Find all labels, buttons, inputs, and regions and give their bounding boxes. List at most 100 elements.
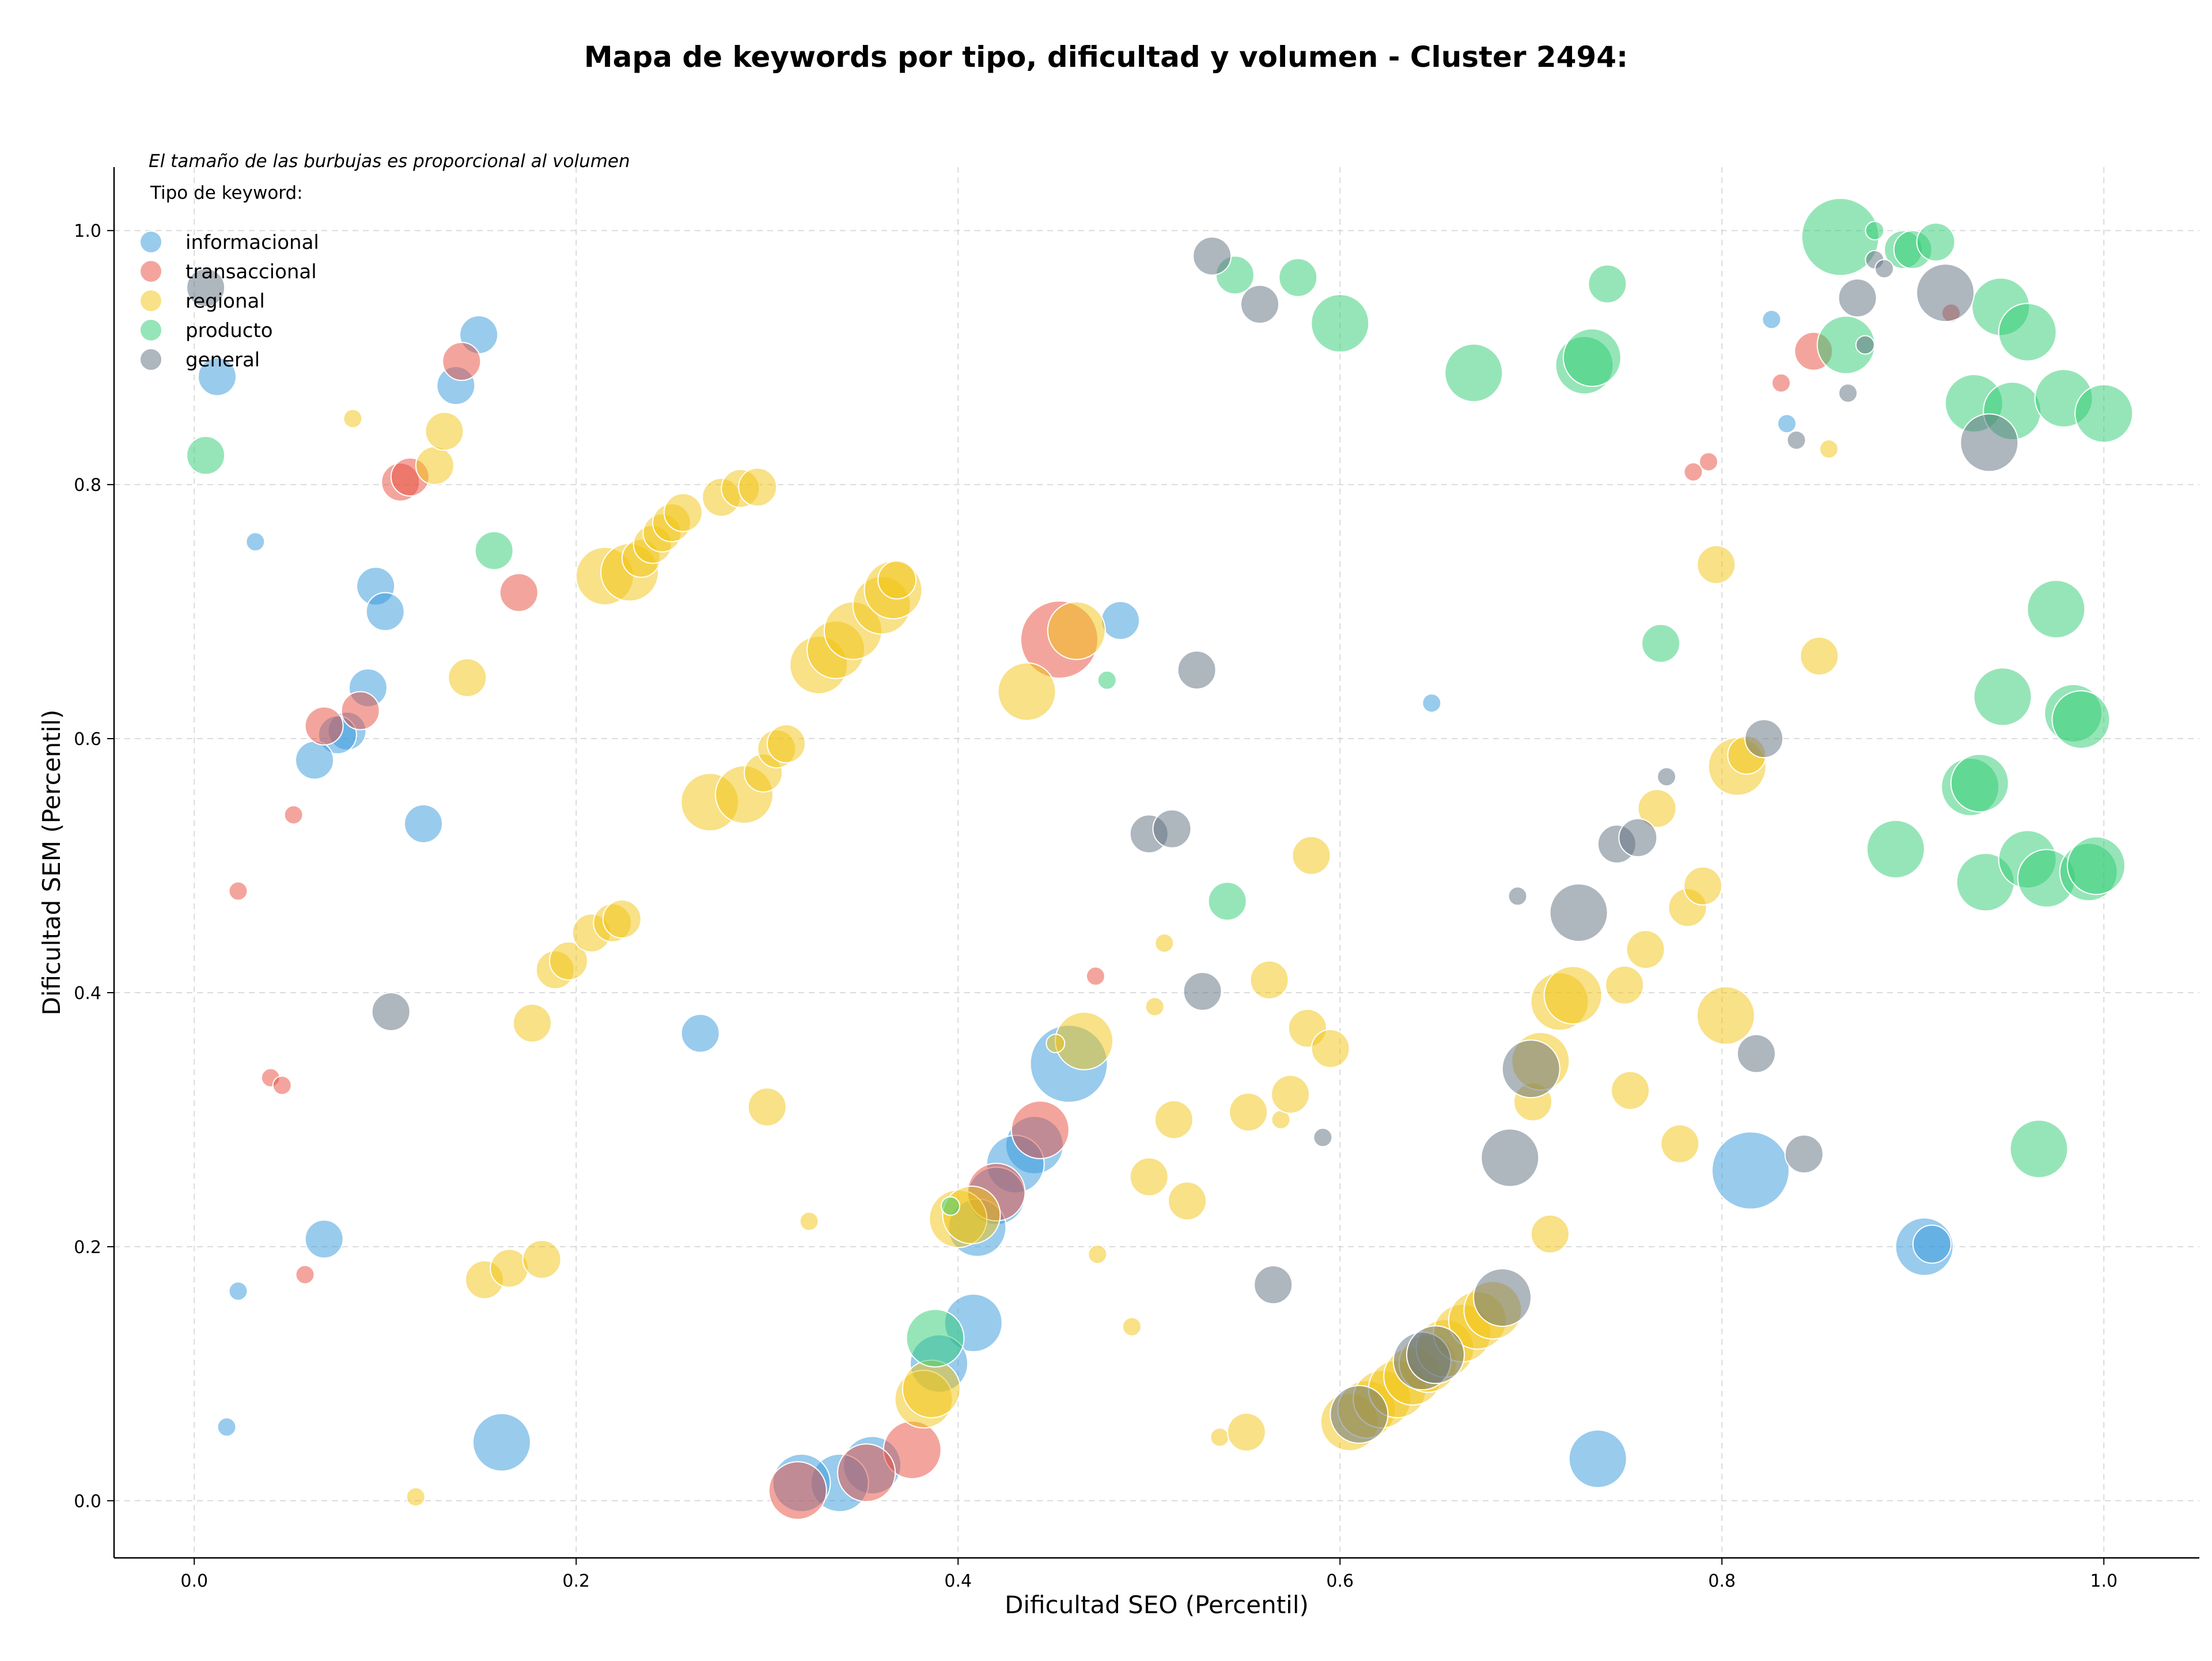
bubble-regional [1800, 636, 1839, 676]
bubble-regional [1611, 1070, 1650, 1110]
bubble-regional [490, 1248, 529, 1288]
bubble-general [1784, 1134, 1824, 1174]
legend-marker-transaccional [139, 260, 162, 283]
y-axis-label: Dificultad SEM (Percentil) [37, 710, 66, 1016]
bubble-producto [1444, 343, 1503, 403]
bubble-general [1313, 1127, 1333, 1148]
legend-label-producto: producto [185, 319, 273, 342]
chart-title: Mapa de keywords por tipo, dificultad y … [584, 40, 1628, 74]
bubble-general [1152, 809, 1192, 849]
grid [114, 167, 2199, 1558]
bubble-regional [1660, 1124, 1700, 1164]
bubble-producto [1950, 754, 2009, 813]
bubble-transaccional [499, 573, 539, 612]
bubble-general [1183, 971, 1222, 1011]
y-tick-label: 1.0 [74, 221, 101, 241]
bubble-regional [663, 493, 703, 532]
bubble-producto [1865, 221, 1885, 241]
bubble-general [1657, 767, 1677, 787]
bubble-producto [1278, 258, 1318, 297]
x-axis-label: Dificultad SEO (Percentil) [1005, 1591, 1309, 1619]
x-tick-label: 0.4 [944, 1571, 972, 1591]
bubble-producto [186, 436, 226, 475]
bubble-regional [877, 560, 917, 600]
bubble-general [1960, 413, 2019, 472]
bubble-informacional [1762, 309, 1782, 330]
bubble-regional [548, 941, 588, 981]
bubble-producto [2066, 836, 2126, 895]
bubble-informacional [472, 1413, 531, 1472]
legend-marker-producto [139, 319, 162, 342]
bubble-producto [1973, 667, 2032, 727]
bubble-general [1618, 818, 1658, 858]
legend-label-regional: regional [185, 290, 265, 313]
bubble-regional [1046, 1034, 1066, 1054]
bubble-informacional [198, 357, 237, 396]
bubble-regional [1122, 1316, 1142, 1337]
bubble-informacional [404, 804, 444, 843]
legend-title: Tipo de keyword: [150, 183, 303, 203]
y-ticks: 0.0 0.2 0.4 0.6 0.8 1.0 [74, 221, 114, 1512]
bubble-regional [1129, 1157, 1169, 1197]
bubble-producto [2051, 690, 2111, 749]
bubble-informacional [1422, 693, 1442, 713]
bubble-regional [1696, 986, 1755, 1045]
bubble-transaccional [1085, 966, 1105, 986]
bubble-general [1480, 1128, 1540, 1187]
legend: informacional transaccional regional produc… [139, 230, 319, 372]
bubble-producto [940, 1196, 960, 1216]
bubble-transaccional [283, 805, 304, 825]
x-tick-label: 0.0 [180, 1571, 208, 1591]
bubble-informacional [1568, 1429, 1627, 1489]
bubble-regional [1154, 933, 1175, 953]
bubble-producto [1998, 302, 2057, 362]
bubble-regional [1088, 1244, 1108, 1265]
y-tick-label: 0.0 [74, 1492, 101, 1512]
bubble-general [1177, 650, 1217, 690]
bubble-regional [766, 724, 806, 763]
bubble-general [1855, 335, 1875, 355]
bubble-regional [1271, 1074, 1310, 1114]
bubble-regional [1168, 1181, 1207, 1221]
bubble-informacional [1711, 1131, 1790, 1210]
bubble-informacional [1101, 601, 1141, 641]
bubble-producto [906, 1308, 965, 1368]
bubble-transaccional [295, 1265, 315, 1285]
bubble-regional [1291, 835, 1331, 875]
bubble-regional [1310, 1028, 1350, 1068]
bubble-regional [747, 1087, 787, 1127]
bubble-regional [512, 1003, 552, 1043]
bubble-regional [415, 446, 454, 486]
bubble-transaccional [228, 881, 248, 901]
bubble-regional [1047, 601, 1106, 660]
bubble-regional [1605, 965, 1645, 1005]
bubble-regional [406, 1487, 426, 1507]
bubble-regional [522, 1239, 562, 1279]
bubble-transaccional [442, 342, 482, 381]
bubble-general [1253, 1265, 1293, 1305]
bubble-transaccional [304, 706, 344, 746]
bubble-producto [1097, 670, 1117, 690]
x-tick-label: 0.2 [562, 1571, 590, 1591]
bubble-general [1838, 278, 1877, 318]
bubble-regional [997, 662, 1056, 721]
x-tick-label: 0.6 [1326, 1571, 1354, 1591]
legend-label-transaccional: transaccional [185, 260, 317, 283]
bubble-regional [1249, 960, 1289, 1000]
bubble-general [1916, 263, 1975, 323]
bubble-regional [1637, 789, 1677, 828]
legend-marker-regional [139, 289, 162, 312]
bubble-regional [343, 408, 363, 429]
bubbles [186, 198, 2134, 1520]
bubble-regional [1229, 1092, 1268, 1132]
bubble-regional [738, 467, 778, 507]
bubble-general [1240, 285, 1280, 324]
bubble-transaccional [768, 1461, 827, 1520]
bubble-regional [448, 658, 487, 698]
bubble-general [1508, 886, 1528, 906]
bubble-informacional [295, 740, 335, 780]
legend-marker-general [139, 348, 162, 371]
bubble-general [1406, 1325, 1465, 1384]
axes [113, 167, 2199, 1559]
